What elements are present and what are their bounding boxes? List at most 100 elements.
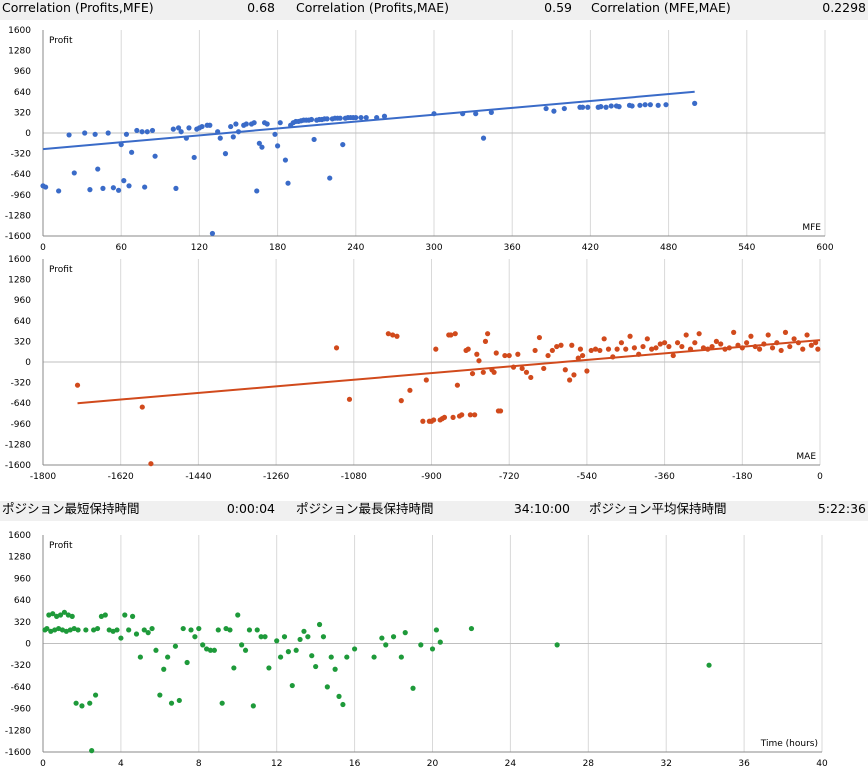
data-point [50, 611, 56, 617]
x-tick-label: -180 [732, 472, 753, 482]
stat-label: Correlation (Profits,MAE) [296, 0, 449, 15]
y-tick-label: -1280 [5, 726, 31, 736]
data-point [251, 120, 257, 126]
data-point [815, 346, 821, 352]
data-point [188, 627, 194, 633]
data-point [528, 374, 534, 381]
data-point [569, 342, 575, 348]
data-point [459, 412, 465, 418]
y-tick-label: 640 [14, 596, 31, 606]
x-axis-title: Time (hours) [760, 739, 818, 749]
y-tick-label: -640 [11, 170, 32, 180]
data-point [340, 701, 346, 708]
data-point [333, 345, 340, 351]
data-point [43, 184, 49, 190]
stat-value: 0.59 [544, 0, 572, 15]
data-point [813, 340, 819, 346]
x-axis-title: MFE [802, 223, 821, 233]
data-point [285, 649, 291, 655]
data-point [149, 625, 155, 632]
data-point [713, 338, 720, 344]
data-point [336, 693, 342, 699]
data-point [327, 175, 333, 181]
data-point [266, 665, 272, 671]
data-point [217, 135, 223, 141]
data-point [227, 627, 233, 633]
data-point [352, 646, 358, 652]
data-point [491, 369, 497, 375]
data-point [311, 136, 317, 143]
data-point [199, 123, 205, 130]
stat-label: Correlation (MFE,MAE) [591, 0, 731, 15]
data-point [674, 340, 681, 346]
data-point [277, 654, 284, 660]
data-point [608, 103, 614, 109]
data-point [82, 130, 88, 136]
x-tick-label: 8 [196, 759, 202, 769]
data-point [153, 647, 159, 653]
data-point [601, 336, 607, 342]
data-point [180, 625, 186, 632]
data-point [493, 350, 499, 356]
data-point [431, 417, 437, 423]
data-point [482, 338, 489, 344]
data-point [320, 634, 327, 640]
data-point [133, 631, 140, 637]
data-point [543, 105, 549, 112]
data-point [549, 347, 555, 354]
data-point [192, 634, 198, 640]
data-point [536, 334, 543, 341]
y-tick-label: 960 [14, 296, 31, 306]
data-point [726, 345, 732, 351]
data-point [545, 352, 551, 359]
data-point [752, 343, 758, 350]
data-point [616, 104, 622, 110]
data-point [610, 354, 616, 360]
data-point [748, 333, 754, 339]
data-point [390, 634, 397, 640]
data-point [642, 102, 648, 108]
y-tick-label: -640 [11, 399, 32, 409]
data-point [313, 663, 319, 670]
data-point [515, 351, 521, 357]
stat-label: ポジション最短保持時間 [2, 501, 140, 516]
x-tick-label: -1260 [263, 472, 289, 482]
data-point [79, 703, 85, 709]
data-point [230, 134, 236, 140]
data-point [196, 625, 202, 632]
data-point [344, 654, 350, 660]
x-tick-label: 540 [738, 243, 755, 253]
data-point [308, 116, 315, 123]
data-point [398, 398, 404, 404]
x-axis-title: MAE [796, 452, 816, 462]
data-point [215, 627, 221, 633]
data-point [346, 396, 353, 402]
x-tick-label: -1620 [108, 472, 134, 482]
data-point [450, 414, 456, 420]
time-scatter-chart: 160012809606403200-320-640-960-1280-1600… [5, 531, 828, 769]
data-point [94, 625, 101, 632]
data-point [254, 188, 260, 194]
y-tick-label: 1600 [8, 255, 31, 265]
data-point [598, 104, 604, 110]
data-point [706, 662, 712, 668]
data-point [379, 635, 385, 641]
data-point [761, 341, 767, 347]
data-point [75, 627, 81, 633]
data-point [585, 104, 591, 110]
data-point [56, 188, 62, 194]
x-tick-label: 60 [115, 243, 127, 253]
x-tick-label: 360 [504, 243, 521, 253]
data-point [804, 332, 810, 338]
y-tick-label: 960 [14, 67, 31, 77]
data-point [410, 685, 416, 691]
data-point [256, 140, 262, 146]
data-point [57, 612, 64, 618]
data-point [152, 153, 158, 159]
data-point [778, 347, 784, 354]
data-point [92, 692, 99, 698]
x-tick-label: 40 [816, 759, 828, 769]
y-tick-label: 960 [14, 574, 31, 584]
data-point [277, 120, 283, 126]
x-tick-label: 0 [40, 759, 46, 769]
